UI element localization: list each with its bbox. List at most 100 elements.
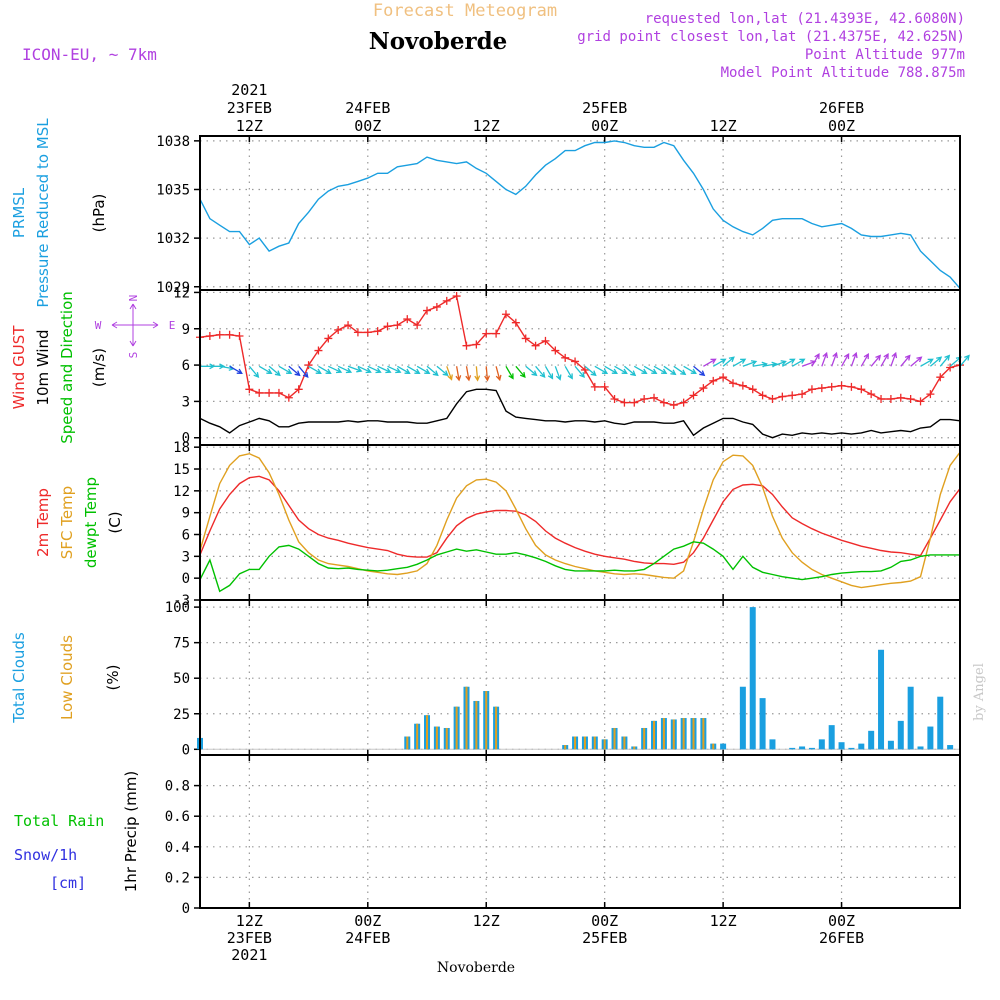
y-tick-label: 0.8	[165, 779, 190, 795]
wind-direction-arrow	[544, 365, 554, 380]
wind-direction-arrow	[308, 365, 322, 374]
y-tick-label: 75	[173, 636, 190, 652]
gust-point	[393, 321, 402, 330]
ylabel-wind-3: (m/s)	[90, 348, 108, 387]
wind-direction-arrow	[782, 358, 796, 367]
wind-direction-arrow	[860, 352, 869, 367]
gust-point	[383, 322, 392, 331]
point-altitude: Point Altitude 977m	[805, 47, 965, 63]
panel-frame	[199, 444, 961, 601]
wind-direction-arrow	[920, 358, 934, 367]
top-time-label: 23FEB	[227, 99, 272, 117]
model-label: ICON-EU, ~ 7km	[22, 45, 157, 64]
gust-point	[324, 334, 333, 343]
gust-point	[334, 325, 343, 334]
top-time-label: 25FEB	[582, 99, 627, 117]
wind-direction-arrow	[574, 365, 585, 379]
ylabel-pressure-2: (hPa)	[90, 194, 108, 233]
gust-point	[807, 385, 816, 394]
gust-point	[817, 384, 826, 393]
gust-point	[551, 346, 560, 355]
y-tick-label: 6	[182, 358, 190, 374]
low-cloud-bar	[485, 691, 488, 750]
ylabel-snow: Snow/1h	[14, 846, 77, 864]
wind-direction-arrow	[465, 366, 472, 382]
wind-direction-arrow	[426, 365, 439, 377]
wind-direction-arrow	[367, 365, 382, 374]
low-cloud-bar	[416, 723, 419, 750]
gust-point	[738, 381, 747, 390]
total-cloud-bar	[828, 725, 835, 750]
total-cloud-bar	[769, 739, 776, 750]
top-time-label: 12Z	[236, 117, 263, 135]
top-time-label: 24FEB	[345, 99, 390, 117]
wind-direction-arrow	[505, 365, 514, 380]
gridpoint-coords: grid point closest lon,lat (21.4375E, 42…	[577, 29, 965, 45]
total-cloud-bar	[878, 649, 885, 750]
top-time-label: 12Z	[473, 117, 500, 135]
low-cloud-bar	[672, 719, 675, 750]
compass-w: W	[95, 319, 102, 332]
low-cloud-bar	[712, 743, 715, 750]
y-tick-label: 15	[173, 462, 190, 478]
y-tick-label: 0.2	[165, 870, 190, 886]
series-line-sfc	[199, 451, 961, 589]
series-line-pressure	[199, 140, 961, 289]
top-time-label: 2021	[231, 81, 267, 99]
total-cloud-bar	[947, 745, 954, 750]
series-line-wind	[199, 388, 961, 439]
wind-direction-arrow	[722, 356, 735, 367]
y-tick-label: 1035	[156, 182, 190, 198]
total-cloud-bar	[739, 686, 746, 750]
wind-direction-arrow	[258, 365, 273, 374]
wind-direction-arrow	[910, 356, 923, 367]
ylabel-rain: Total Rain	[14, 812, 104, 830]
low-cloud-bar	[426, 715, 429, 750]
total-cloud-bar	[818, 739, 825, 750]
panel-wind: 0 3 6 9 12 Wind GUST 10m Wind Speed and Directi…	[10, 285, 970, 447]
wind-direction-arrow	[268, 365, 281, 377]
gust-point	[877, 394, 886, 403]
gust-point	[837, 381, 846, 390]
gust-point	[511, 318, 520, 327]
y-tick-label: 1032	[156, 231, 190, 247]
wind-direction-arrow	[554, 366, 562, 381]
wind-direction-arrow	[397, 365, 411, 374]
gust-point	[255, 388, 264, 397]
page-title: Novoberde	[369, 28, 508, 55]
top-time-label: 12Z	[710, 117, 737, 135]
ylabel-temperature-0: 2m Temp	[34, 488, 52, 557]
gust-point	[857, 385, 866, 394]
gust-point	[353, 328, 362, 337]
gust-point	[580, 365, 589, 374]
wind-direction-arrow	[446, 366, 453, 381]
gust-point	[640, 394, 649, 403]
gust-point	[768, 394, 777, 403]
gust-point	[659, 398, 668, 407]
panel-frame	[199, 754, 961, 909]
gust-point	[719, 373, 728, 382]
wind-direction-arrow	[673, 365, 687, 376]
low-cloud-bar	[643, 727, 646, 750]
wind-direction-arrow	[604, 365, 618, 374]
wind-direction-arrow	[633, 365, 648, 374]
total-cloud-bar	[720, 743, 727, 750]
wind-direction-arrow	[870, 354, 882, 367]
gust-point	[501, 310, 510, 319]
gust-point	[867, 390, 876, 399]
compass-arrows	[111, 303, 159, 347]
wind-direction-arrow	[939, 354, 951, 367]
wind-direction-arrow	[584, 365, 597, 377]
wind-direction-arrow	[436, 365, 449, 377]
bottom-time-label: 12Z	[236, 912, 263, 930]
wind-direction-arrow	[328, 365, 343, 374]
gust-point	[423, 306, 432, 315]
low-cloud-bar	[583, 736, 586, 750]
ylabel-precip: 1hr Precip (mm)	[122, 771, 140, 892]
gust-point	[699, 384, 708, 393]
total-cloud-bar	[789, 747, 796, 750]
gust-point	[265, 388, 274, 397]
panel-clouds: 0 25 50 75 100 Total Clouds Low Clouds (%)	[10, 599, 961, 758]
y-tick-label: 0	[182, 901, 190, 917]
wind-direction-arrow	[821, 351, 829, 367]
